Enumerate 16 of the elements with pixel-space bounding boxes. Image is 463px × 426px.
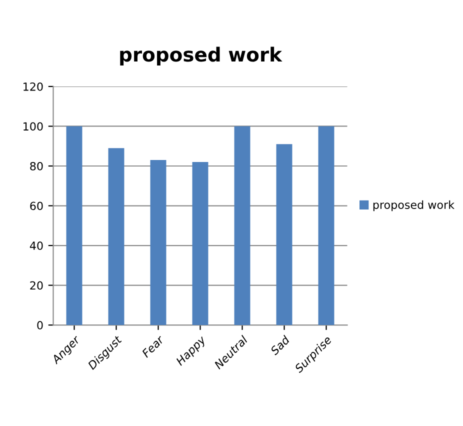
bar: [276, 144, 292, 326]
y-tick-label: 60: [30, 202, 43, 210]
bar: [66, 126, 82, 326]
y-tick-label: 120: [24, 82, 43, 91]
y-tick-label: 80: [30, 162, 43, 170]
bar: [192, 162, 208, 326]
chart-title: proposed work: [120, 46, 282, 66]
y-tick-label: 20: [30, 281, 43, 290]
legend-label: proposed work: [373, 200, 454, 212]
y-tick-label: 40: [30, 241, 43, 250]
bar: [234, 126, 250, 326]
bar: [150, 160, 166, 326]
y-tick-label: 0: [37, 321, 43, 330]
y-tick-label: 100: [24, 122, 43, 131]
bar: [318, 126, 334, 326]
bar: [108, 148, 124, 326]
